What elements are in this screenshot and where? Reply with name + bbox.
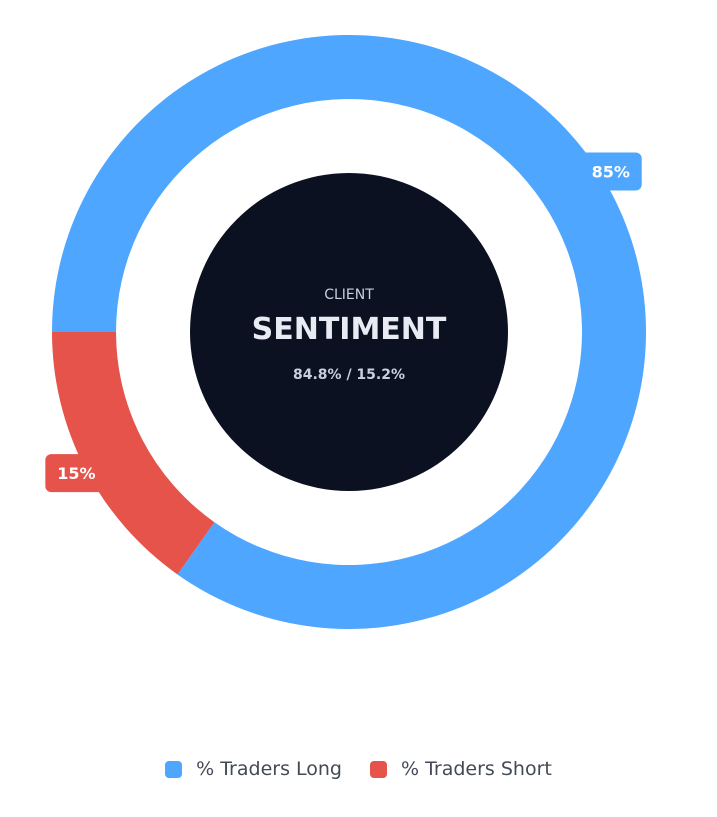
center-subtitle: 84.8% / 15.2% [293, 367, 405, 383]
data-label-long: 85% [579, 152, 642, 191]
legend-label-short: % Traders Short [400, 758, 552, 780]
data-labels: 85% 15% [45, 152, 642, 493]
data-label-text: 15% [57, 464, 95, 483]
slice-short[interactable] [51, 332, 215, 575]
center-circle [190, 173, 508, 491]
data-label-short: 15% [45, 454, 108, 493]
data-label-box [579, 152, 642, 191]
donut-chart: CLIENT SENTIMENT 84.8% / 15.2% 85% 15% [45, 35, 646, 630]
data-label-box [45, 454, 108, 493]
legend-item-long[interactable]: % Traders Long [165, 758, 342, 780]
donut-slices [51, 35, 646, 630]
legend-swatch-short [369, 760, 387, 778]
legend-label-long: % Traders Long [196, 758, 342, 780]
data-label-text: 85% [592, 163, 630, 182]
legend-item-short[interactable]: % Traders Short [369, 758, 552, 780]
center-title: SENTIMENT [252, 312, 447, 347]
legend: % Traders Long % Traders Short [0, 758, 717, 780]
center-kicker: CLIENT [324, 287, 374, 303]
legend-swatch-long [165, 760, 183, 778]
